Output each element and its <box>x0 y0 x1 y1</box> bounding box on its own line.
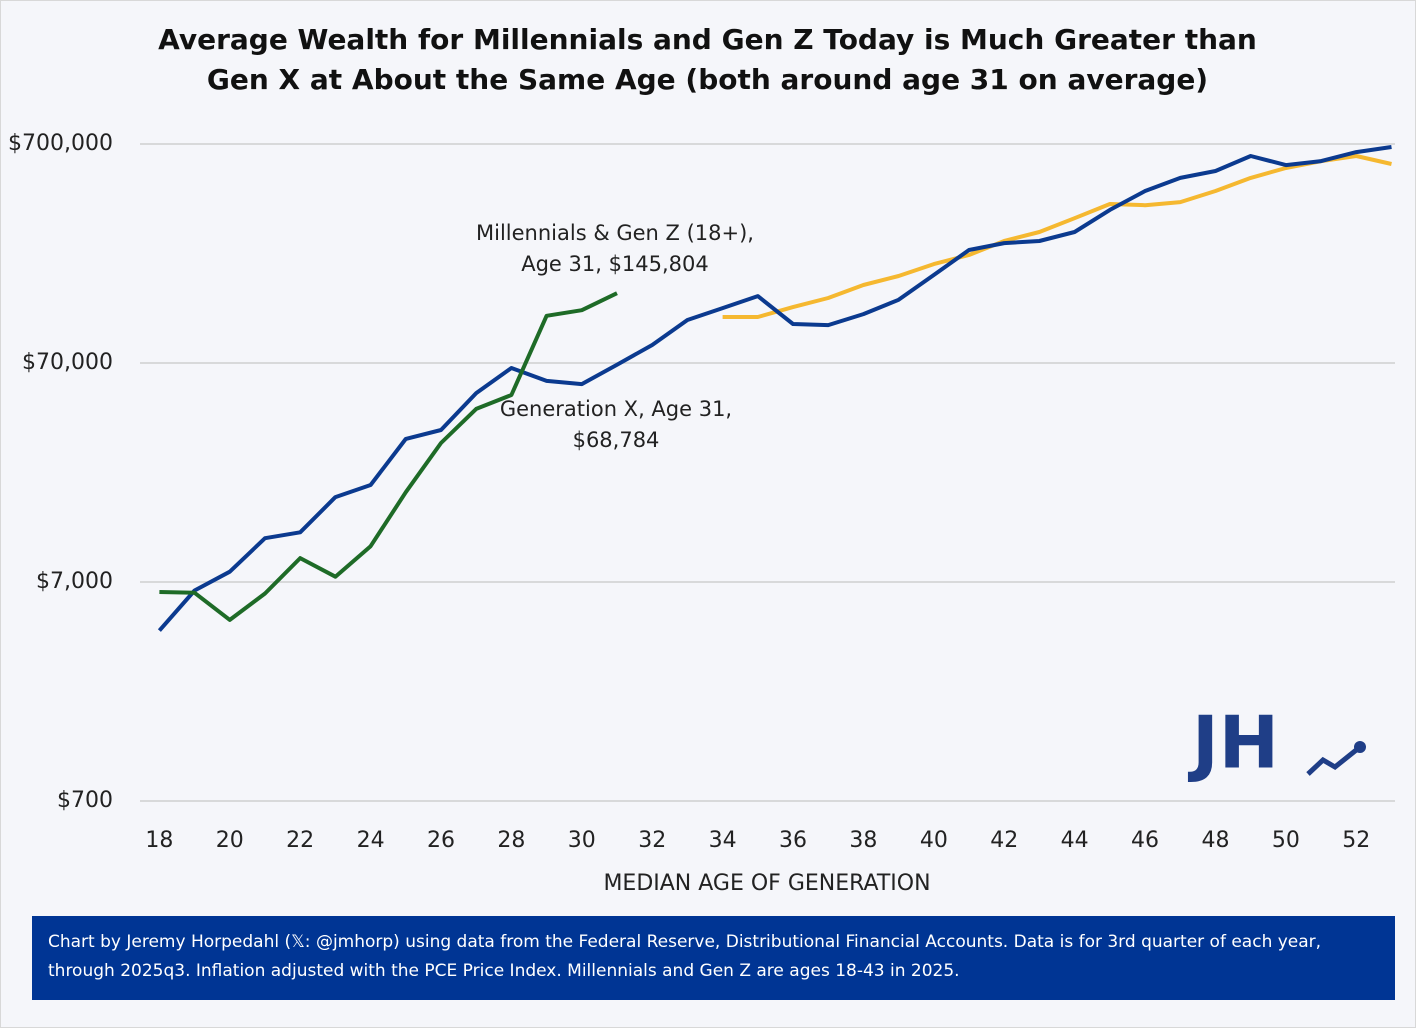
x-tick-label: 48 <box>1201 828 1229 853</box>
annotation: Millennials & Gen Z (18+), <box>476 221 754 245</box>
series-line <box>722 154 1392 319</box>
x-tick-label: 50 <box>1272 828 1300 853</box>
chart-title: Average Wealth for Millennials and Gen Z… <box>158 23 1257 96</box>
y-tick-label: $700 <box>57 788 113 813</box>
x-tick-label: 18 <box>145 828 173 853</box>
x-axis-label: MEDIAN AGE OF GENERATION <box>603 871 930 896</box>
logo-icon-dot <box>1354 741 1366 753</box>
y-tick-label: $700,000 <box>8 131 113 156</box>
logo: JH <box>1187 701 1279 785</box>
x-tick-label: 26 <box>427 828 455 853</box>
x-tick-label: 34 <box>709 828 737 853</box>
x-tick-label: 38 <box>849 828 877 853</box>
x-tick-label: 28 <box>497 828 525 853</box>
y-tick-label: $7,000 <box>36 569 113 594</box>
footnote: Chart by Jeremy Horpedahl (𝕏: @jmhorp) u… <box>32 916 1395 1000</box>
annotation: Age 31, $145,804 <box>521 252 709 276</box>
x-tick-label: 46 <box>1131 828 1159 853</box>
annotation: $68,784 <box>573 428 660 452</box>
y-tick-label: $70,000 <box>22 350 113 375</box>
annotation: Generation X, Age 31, <box>500 397 732 421</box>
logo-icon <box>1306 745 1362 776</box>
x-tick-label: 44 <box>1061 828 1089 853</box>
x-tick-label: 52 <box>1342 828 1370 853</box>
x-tick-label: 24 <box>357 828 385 853</box>
x-tick-label: 22 <box>286 828 314 853</box>
series-line <box>157 145 1392 632</box>
x-tick-label: 32 <box>638 828 666 853</box>
x-tick-label: 42 <box>990 828 1018 853</box>
x-tick-label: 30 <box>568 828 596 853</box>
series-line <box>159 291 618 622</box>
x-tick-label: 36 <box>779 828 807 853</box>
x-tick-label: 20 <box>216 828 244 853</box>
x-tick-label: 40 <box>920 828 948 853</box>
